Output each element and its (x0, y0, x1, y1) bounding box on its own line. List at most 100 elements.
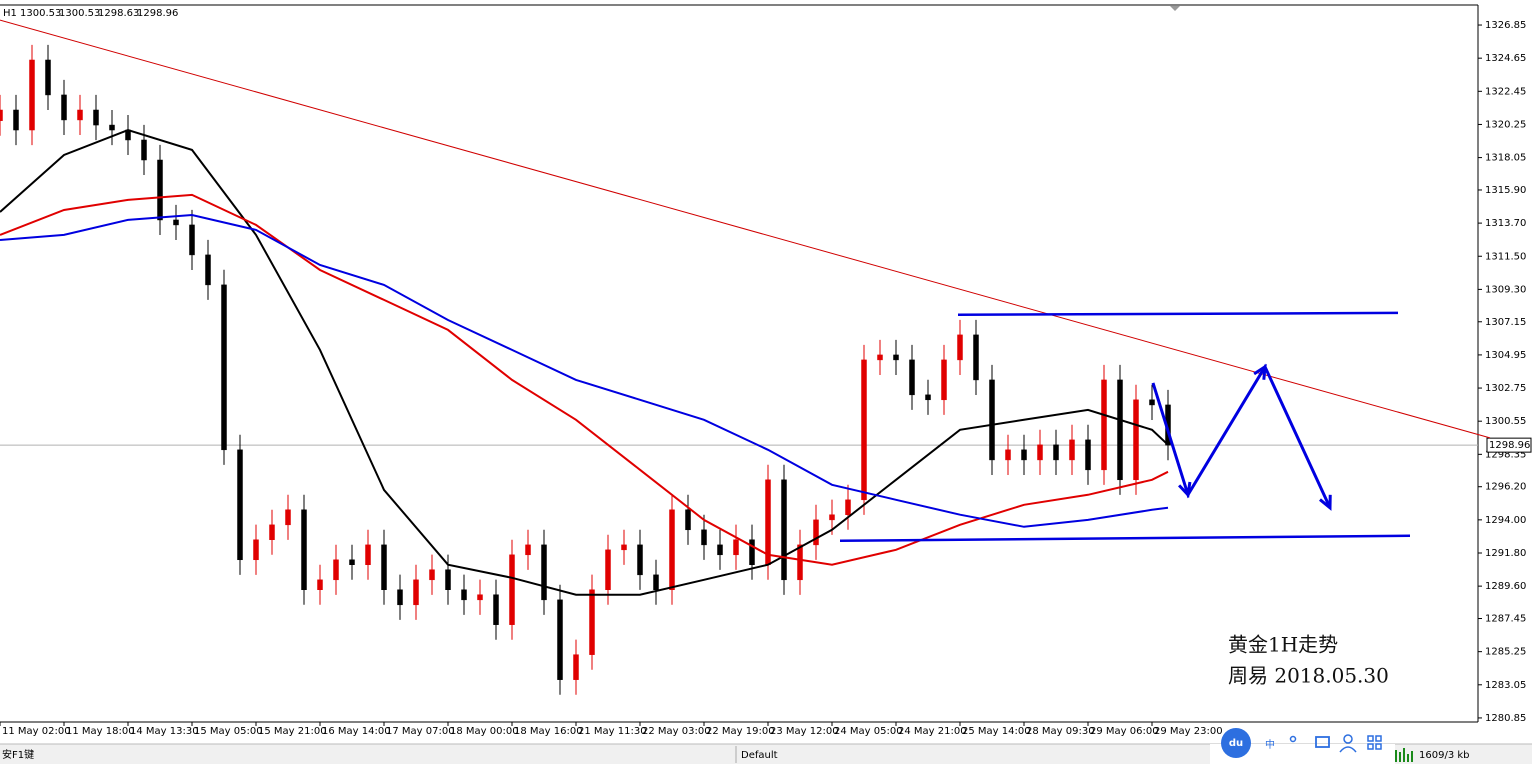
candle-body (509, 554, 515, 625)
candle-body (285, 509, 291, 526)
candle-body (765, 479, 771, 565)
candle-body (829, 514, 835, 521)
ime-user-icon[interactable] (1343, 734, 1353, 744)
candle-body (653, 574, 659, 590)
ime-user-icon (1339, 746, 1357, 753)
candle-body (1037, 444, 1043, 461)
ime-toolbar (1210, 744, 1395, 764)
timeframe: H1 (3, 8, 17, 19)
candle-body (205, 254, 211, 286)
candle-body (1069, 439, 1075, 461)
candle-body (1053, 444, 1059, 461)
x-tick-label: 29 May 06:00 (1090, 726, 1159, 737)
candle-body (1021, 449, 1027, 461)
y-tick-label: 1322.45 (1485, 86, 1526, 97)
candle-body (573, 654, 579, 680)
candle-body (685, 509, 691, 531)
trendline (957, 311, 1399, 317)
status-profile[interactable]: Default (741, 750, 778, 761)
candle-body (1005, 449, 1011, 461)
candle-body (669, 509, 675, 590)
ohlc-close: 1298.96 (137, 8, 178, 19)
ime-logo-bg[interactable] (1221, 728, 1251, 758)
x-tick-label: 14 May 13:30 (130, 726, 199, 737)
candle-body (557, 599, 563, 680)
x-tick-label: 18 May 16:00 (514, 726, 583, 737)
x-tick-label: 17 May 07:00 (386, 726, 455, 737)
candle-body (397, 589, 403, 606)
candle-body (589, 589, 595, 655)
ohlc-open: 1300.53 (20, 8, 61, 19)
candle-body (29, 59, 35, 131)
candle-body (541, 544, 547, 601)
trendline (839, 534, 1411, 543)
candle-body (13, 109, 19, 131)
candle-body (701, 529, 707, 546)
candle-body (349, 559, 355, 565)
ime-menu-icon[interactable] (1367, 735, 1382, 750)
x-tick-label: 18 May 00:00 (450, 726, 519, 737)
candle-body (141, 139, 147, 161)
y-tick-label: 1315.90 (1485, 185, 1526, 196)
candle-body (45, 59, 51, 96)
y-tick-label: 1311.50 (1485, 251, 1526, 262)
ime-punct-icon[interactable] (1289, 735, 1297, 743)
candle-body (93, 109, 99, 126)
candle-body (813, 519, 819, 546)
candle-body (61, 94, 67, 121)
candle-body (317, 579, 323, 590)
y-tick-label: 1300.55 (1485, 416, 1526, 427)
candle-body (733, 539, 739, 556)
candle-body (925, 394, 931, 401)
candle-body (1133, 399, 1139, 481)
y-tick-label: 1291.80 (1485, 548, 1526, 559)
candle-body (365, 544, 371, 565)
candle-body (861, 359, 867, 501)
annotation: 周易 2018.05.30 (1228, 664, 1389, 688)
y-tick-label: 1287.45 (1485, 614, 1526, 625)
y-tick-label: 1289.60 (1485, 581, 1526, 592)
traffic-icon (1395, 748, 1413, 762)
moving-average (0, 128, 1169, 596)
candle-body (477, 594, 483, 601)
y-tick-label: 1280.85 (1485, 713, 1526, 724)
x-tick-label: 15 May 05:00 (194, 726, 263, 737)
x-tick-label: 28 May 09:30 (1026, 726, 1095, 737)
candle-body (717, 544, 723, 556)
candle-body (77, 109, 83, 121)
candle-body (269, 524, 275, 540)
candle-body (0, 109, 3, 121)
status-traffic: 1609/3 kb (1419, 750, 1470, 761)
candle-body (461, 589, 467, 601)
y-tick-label: 1307.15 (1485, 317, 1526, 328)
ime-mode[interactable]: 中 (1265, 738, 1275, 751)
status-bar: 安F1键 Default du 中 1609/3 kb (0, 728, 1532, 764)
moving-average (0, 193, 1169, 566)
x-tick-label: 16 May 14:00 (322, 726, 391, 737)
candle-body (957, 334, 963, 361)
y-tick-label: 1296.20 (1485, 482, 1526, 493)
candle-body (333, 559, 339, 581)
status-help: 安F1键 (2, 748, 34, 761)
y-tick-label: 1326.85 (1485, 20, 1526, 31)
arrowhead (1178, 481, 1192, 499)
x-tick-label: 24 May 21:00 (898, 726, 967, 737)
candle-body (845, 499, 851, 515)
candle-body (301, 509, 307, 590)
x-tick-label: 25 May 14:00 (962, 726, 1031, 737)
candle-body (1085, 439, 1091, 471)
y-tick-label: 1313.70 (1485, 218, 1526, 229)
candle-body (749, 539, 755, 565)
y-tick-label: 1309.30 (1485, 284, 1526, 295)
candle-body (429, 569, 435, 581)
candle-body (237, 449, 243, 561)
last-price-label: 1298.96 (1489, 440, 1530, 451)
candle-body (253, 539, 259, 561)
candle-body (909, 359, 915, 396)
candle-body (1149, 399, 1155, 406)
ime-keyboard-icon[interactable] (1315, 736, 1330, 748)
y-tick-label: 1298.35 (1485, 449, 1526, 460)
shift-marker (1170, 6, 1180, 11)
status-bar-bg (0, 744, 1532, 764)
